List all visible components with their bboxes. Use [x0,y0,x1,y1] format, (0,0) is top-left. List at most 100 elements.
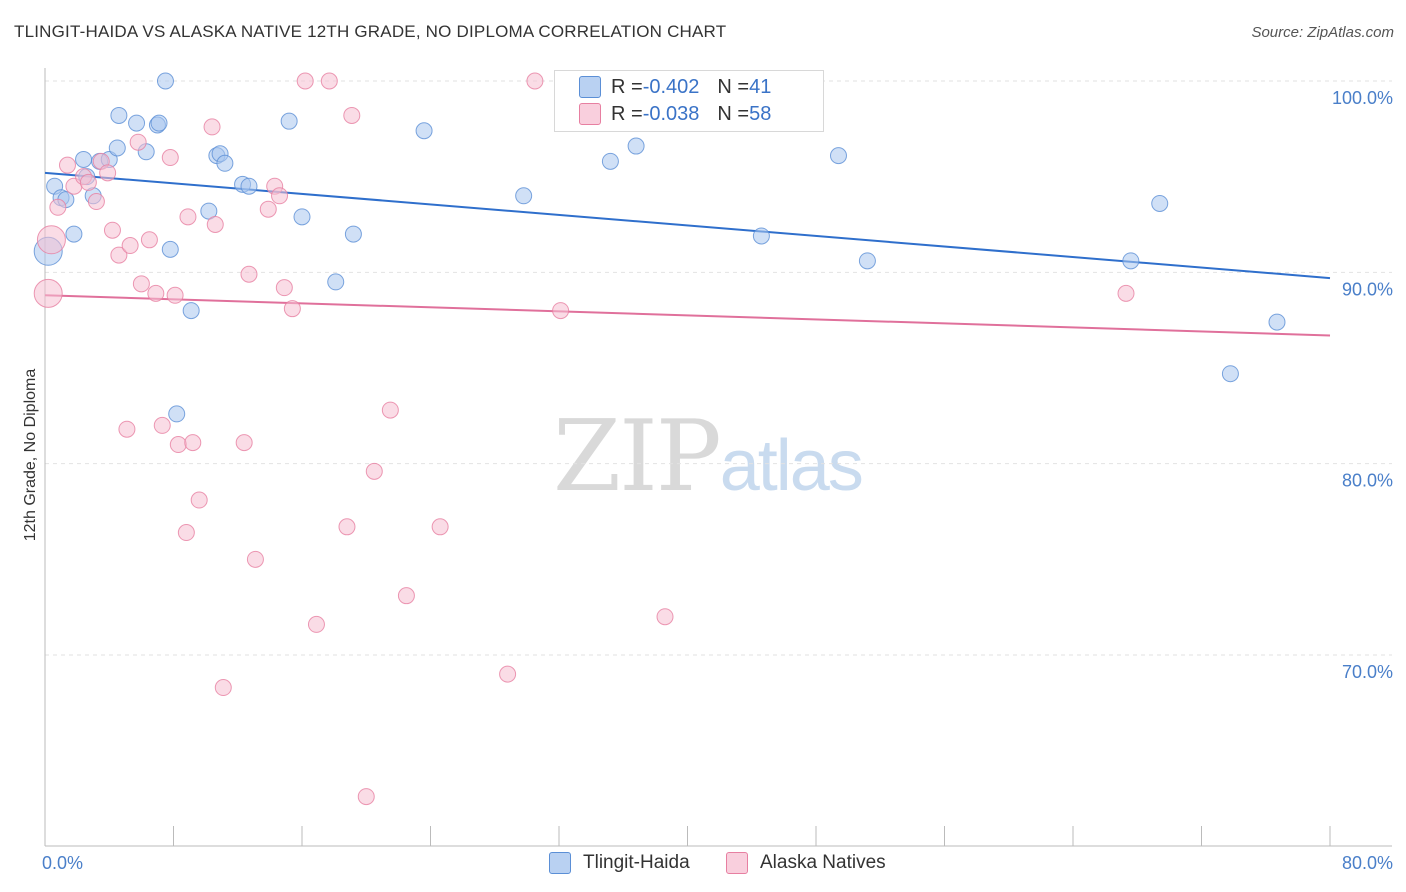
point-alaska-natives [397,587,415,605]
point-alaska-natives [338,518,356,536]
point-tlingit-haida [75,150,93,168]
axes [44,68,1392,847]
point-alaska-natives [33,278,63,308]
point-alaska-natives [129,133,147,151]
watermark-atlas: atlas [719,426,864,506]
point-alaska-natives [140,231,158,249]
point-alaska-natives [190,491,208,509]
legend-swatch-blue [579,76,601,98]
legend-label: Alaska Natives [760,852,886,873]
point-tlingit-haida [752,227,770,245]
n-value: 41 [749,75,772,98]
point-alaska-natives [307,615,325,633]
point-alaska-natives [179,208,197,226]
tick-labels: 70.0% 80.0% 90.0% 100.0% 0.0% 80.0% [42,88,1393,873]
point-alaska-natives [177,524,195,542]
point-tlingit-haida [216,154,234,172]
point-tlingit-haida [1151,194,1169,212]
point-alaska-natives [49,198,67,216]
data-points [33,72,1286,806]
stats-legend: R = -0.402 N = 41 R = -0.038 N = 58 [554,70,824,132]
point-alaska-natives [147,284,165,302]
point-alaska-natives [161,149,179,167]
point-tlingit-haida [327,273,345,291]
point-alaska-natives [99,164,117,182]
point-alaska-natives [656,608,674,626]
point-alaska-natives [499,665,517,683]
point-alaska-natives [271,187,289,205]
source-label: Source: ZipAtlas.com [1251,24,1394,41]
legend-label: Tlingit-Haida [583,852,690,873]
x-tick-label: 80.0% [1342,853,1393,873]
point-tlingit-haida [150,114,168,132]
point-alaska-natives [214,679,232,697]
legend-item-tlingit-haida: Tlingit-Haida [549,852,690,874]
r-label: R = [611,102,643,125]
point-alaska-natives [153,416,171,434]
point-alaska-natives [246,550,264,568]
point-alaska-natives [184,434,202,452]
trend-line-alaska-natives [44,294,1331,337]
point-tlingit-haida [344,225,362,243]
legend-row-alaska-natives: R = -0.038 N = 58 [579,102,771,126]
trend-line-tlingit-haida [44,171,1331,280]
point-tlingit-haida [1221,365,1239,383]
point-tlingit-haida [156,72,174,90]
point-tlingit-haida [280,112,298,130]
point-alaska-natives [296,72,314,90]
point-tlingit-haida [108,139,126,157]
point-alaska-natives [79,173,97,191]
point-alaska-natives [203,118,221,136]
point-tlingit-haida [1268,313,1286,331]
point-tlingit-haida [168,405,186,423]
point-tlingit-haida [415,122,433,140]
point-alaska-natives [275,279,293,297]
point-alaska-natives [381,401,399,419]
point-alaska-natives [58,156,76,174]
point-tlingit-haida [110,106,128,124]
point-alaska-natives [320,72,338,90]
point-tlingit-haida [128,114,146,132]
point-alaska-natives [121,237,139,255]
point-alaska-natives [526,72,544,90]
point-tlingit-haida [240,177,258,195]
point-alaska-natives [235,434,253,452]
point-tlingit-haida [858,252,876,270]
point-alaska-natives [118,420,136,438]
legend-swatch-pink [726,852,748,874]
grid-lines [45,80,1392,656]
point-alaska-natives [343,106,361,124]
point-tlingit-haida [627,137,645,155]
point-alaska-natives [357,788,375,806]
point-alaska-natives [431,518,449,536]
point-alaska-natives [166,286,184,304]
watermark: ZIPatlas [553,400,864,514]
y-tick-label: 70.0% [1342,662,1393,682]
trend-lines [44,171,1331,337]
chart-title: TLINGIT-HAIDA VS ALASKA NATIVE 12TH GRAD… [14,22,727,41]
point-tlingit-haida [601,152,619,170]
legend-swatch-pink [579,103,601,125]
watermark-zip: ZIP [553,400,722,514]
point-alaska-natives [552,302,570,320]
y-tick-label: 90.0% [1342,279,1393,299]
r-value: -0.402 [642,75,700,98]
point-alaska-natives [36,225,66,255]
point-alaska-natives [132,275,150,293]
point-tlingit-haida [65,225,83,243]
point-tlingit-haida [515,187,533,205]
point-tlingit-haida [293,208,311,226]
point-tlingit-haida [182,302,200,320]
point-alaska-natives [103,221,121,239]
point-alaska-natives [1117,284,1135,302]
point-tlingit-haida [829,147,847,165]
point-alaska-natives [365,462,383,480]
point-alaska-natives [110,246,128,264]
x-tick-label: 0.0% [42,853,83,873]
legend-item-alaska-natives: Alaska Natives [726,852,886,874]
legend-swatch-blue [549,852,571,874]
point-alaska-natives [206,216,224,233]
n-value: 58 [749,102,772,125]
point-alaska-natives [259,200,277,218]
